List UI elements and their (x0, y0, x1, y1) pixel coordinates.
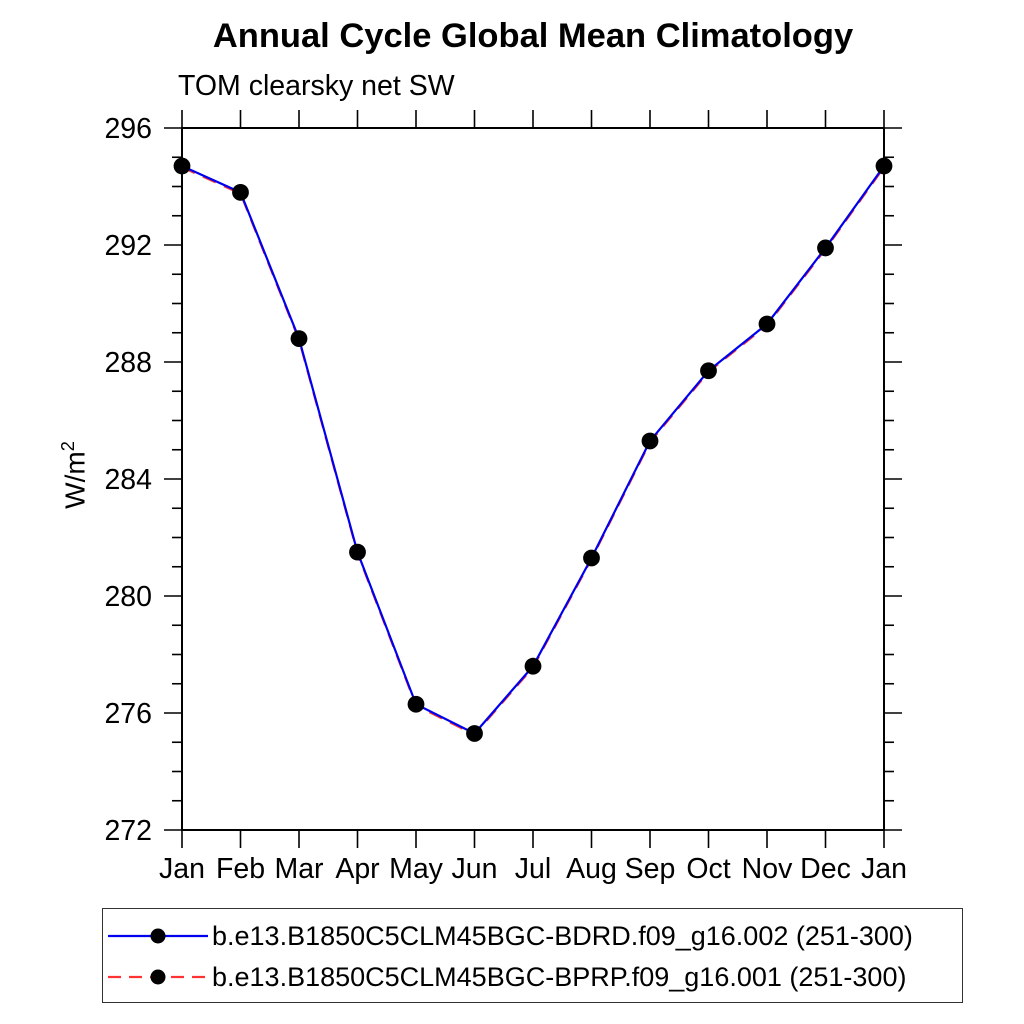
data-point-marker (173, 157, 191, 175)
x-tick-label: Jan (861, 853, 907, 885)
y-tick-label: 280 (104, 581, 152, 613)
legend-label-bdrd: b.e13.B1850C5CLM45BGC-BDRD.f09_g16.002 (… (212, 920, 913, 951)
data-point-marker (641, 432, 659, 450)
x-tick-label: Nov (742, 853, 793, 885)
data-point-marker (583, 549, 600, 567)
y-tick-label: 292 (104, 230, 152, 262)
x-tick-label: Jul (515, 853, 551, 885)
y-tick-label: 272 (104, 815, 152, 847)
x-tick-label: Jun (452, 853, 498, 885)
legend-sample-marker (150, 928, 166, 944)
legend-label-bprp: b.e13.B1850C5CLM45BGC-BPRP.f09_g16.001 (… (212, 961, 907, 992)
data-point-marker (466, 725, 483, 742)
x-tick-label: Oct (686, 853, 730, 885)
legend-box (102, 908, 963, 1003)
legend-entry-bprp: b.e13.B1850C5CLM45BGC-BPRP.f09_g16.001 (… (106, 957, 906, 997)
x-tick-label: Aug (566, 853, 617, 885)
x-tick-label: May (389, 853, 444, 885)
x-tick-label: Dec (800, 853, 851, 885)
data-point-marker (524, 657, 542, 675)
plot-frame (181, 127, 885, 831)
chart-subtitle: TOM clearsky net SW (178, 70, 455, 102)
series-line-bprp (181, 166, 885, 737)
series-line-bdrd (181, 165, 885, 735)
chart-title: Annual Cycle Global Mean Climatology (212, 17, 854, 55)
y-tick-label: 288 (104, 347, 152, 379)
y-tick-label: 284 (104, 464, 152, 496)
data-point-marker (758, 315, 776, 333)
legend-sample-bprp (108, 969, 208, 985)
data-point-marker (232, 183, 249, 201)
y-tick-label: 296 (104, 113, 152, 145)
x-tick-label: Feb (216, 853, 265, 885)
data-point-marker (290, 330, 308, 347)
data-point-marker (349, 543, 366, 561)
legend-entry-bdrd: b.e13.B1850C5CLM45BGC-BDRD.f09_g16.002 (… (106, 916, 913, 956)
data-point-marker (407, 695, 425, 713)
x-tick-label: Jan (159, 853, 205, 885)
x-tick-label: Mar (274, 853, 324, 885)
x-tick-label: Sep (625, 853, 676, 885)
y-tick-label: 276 (104, 698, 152, 730)
data-point-marker (875, 157, 893, 175)
legend-sample-marker (150, 969, 166, 985)
x-tick-label: Apr (335, 853, 380, 885)
legend-sample-bdrd (108, 928, 208, 944)
data-point-marker (817, 239, 834, 257)
data-point-marker (700, 362, 717, 380)
